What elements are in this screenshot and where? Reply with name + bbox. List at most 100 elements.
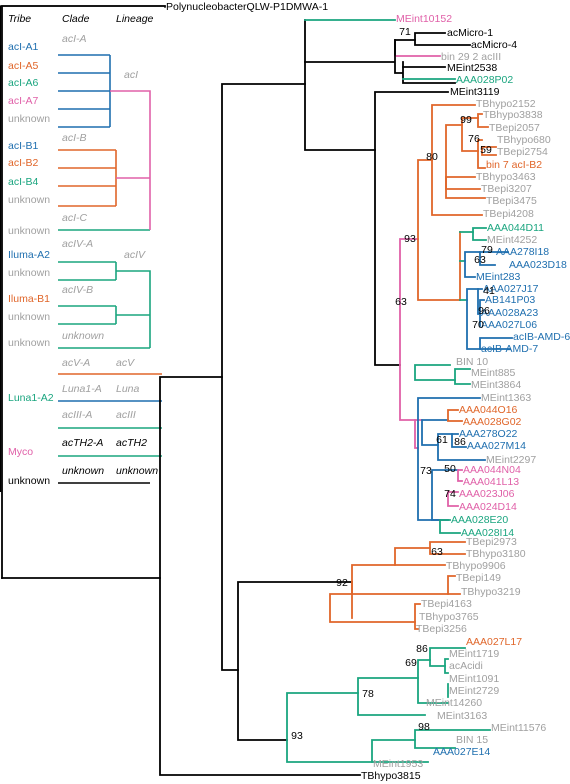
key-tribe: unknown — [8, 225, 50, 237]
key-tribe: acI-A5 — [8, 60, 39, 72]
key-tribe: unknown — [8, 337, 50, 349]
leaf-label: AAA027L17 — [466, 636, 522, 648]
leaf-label: TBepi2973 — [466, 536, 517, 548]
leaf-label: AAA023J06 — [459, 488, 515, 500]
branch-acV-inner — [352, 565, 448, 594]
key-tribe: unknown — [8, 311, 50, 323]
bootstrap-value: 59 — [480, 144, 492, 156]
branch-AAA044N04 — [458, 470, 462, 481]
key-header-lineage: Lineage — [116, 13, 154, 25]
leaf-label: MEint1363 — [481, 392, 531, 404]
legend-key: Tribe Clade Lineage acI-A1 acI-A5 acI-A6… — [0, 6, 165, 492]
leaf-label: AAA041L13 — [463, 476, 519, 488]
leaf-label: AAA044O16 — [459, 404, 518, 416]
branch-BIN10-stem — [415, 365, 455, 380]
leaf-label: TBepi149 — [456, 572, 501, 584]
branch-lower-split — [238, 582, 352, 740]
key-header-tribe: Tribe — [8, 13, 31, 25]
key-clade: unknown — [62, 465, 104, 477]
leaf-label: TBepi4163 — [421, 598, 472, 610]
branch-BIN10 — [455, 369, 470, 384]
leaf-label: TBepi3475 — [486, 195, 537, 207]
leaf-label: MEint11576 — [491, 722, 546, 734]
leaf-label: TBepi3207 — [481, 183, 532, 195]
leaf-label: AAA027E14 — [433, 746, 490, 758]
key-tribe: acI-B4 — [8, 176, 39, 188]
branch-acV-92 — [330, 594, 415, 622]
leaf-label: MEint1719 — [449, 648, 499, 660]
key-tribe: unknown — [8, 113, 50, 125]
bootstrap-value: 70 — [472, 319, 484, 331]
leaf-label: TBhypo3765 — [419, 611, 479, 623]
leaf-label: TBepi3256 — [416, 623, 467, 635]
bootstrap-value: 86 — [416, 643, 428, 655]
key-lineage: unknown — [116, 465, 158, 477]
leaf-label: bin 7 acI-B2 — [486, 159, 542, 171]
key-clade: unknown — [62, 330, 104, 342]
bootstrap-value: 69 — [405, 657, 417, 669]
leaf-label: AAA027L06 — [481, 319, 537, 331]
bootstrap-value: 41 — [483, 285, 495, 297]
key-clade: Luna1-A — [62, 383, 102, 395]
leaf-label: MEint14260 — [426, 697, 482, 709]
branch-acmicro-clade — [305, 40, 455, 83]
leaf-label: acIB-AMD-7 — [481, 343, 538, 355]
key-lineage: acIV — [124, 249, 146, 261]
leaf-label: acMicro-4 — [471, 39, 517, 51]
leaf-label: MEint10152 — [396, 13, 452, 25]
key-tribe: acI-B1 — [8, 140, 39, 152]
key-tribe: unknown — [8, 194, 50, 206]
leaf-label: AAA028P02 — [456, 74, 513, 86]
key-clade: acV-A — [62, 357, 90, 369]
bootstrap-value: 63 — [395, 296, 407, 308]
bootstrap-value: 96 — [478, 305, 490, 317]
leaf-label: TBepi2057 — [489, 122, 540, 134]
leaf-label: acIB-AMD-6 — [513, 331, 570, 343]
key-clade: acTH2-A — [62, 437, 103, 449]
leaf-label: MEint3864 — [471, 379, 521, 391]
branch-acIB-stem — [418, 160, 460, 300]
key-line-acIV-B — [58, 306, 116, 324]
leaf-label: BIN 15 — [456, 734, 488, 746]
leaf-label: MEint3119 — [450, 86, 500, 98]
leaf-label: AAA278O22 — [459, 428, 518, 440]
bootstrap-value: 80 — [426, 151, 438, 163]
branch-MEint1719 — [445, 659, 448, 673]
key-clade: acIII-A — [62, 409, 92, 421]
key-tribe: acI-A7 — [8, 95, 39, 107]
leaf-label: MEint1953 — [373, 758, 423, 770]
key-header-clade: Clade — [62, 13, 90, 25]
branch-acI-pink — [400, 239, 418, 420]
key-lineage: Luna — [116, 383, 140, 395]
key-tribe: Luna1-A2 — [8, 392, 54, 404]
leaf-label: MEint2729 — [449, 685, 499, 697]
bootstrap-value: 63 — [474, 254, 486, 266]
key-clade: acIV-A — [62, 238, 93, 250]
key-lineage: acIII — [116, 409, 136, 421]
leaf-label: TBepi4208 — [483, 208, 534, 220]
leaf-label: MEint885 — [471, 367, 516, 379]
main-split — [160, 377, 360, 775]
bootstrap-value: 50 — [444, 463, 456, 475]
leaf-label: MEint1091 — [449, 673, 499, 685]
key-tribe: Iluma-A2 — [8, 249, 50, 261]
leaf-label: AAA023D18 — [509, 259, 567, 271]
bootstrap-value: 74 — [444, 488, 456, 500]
leaf-label: AAA044N04 — [463, 464, 521, 476]
key-clade: acI-C — [62, 212, 88, 224]
bootstrap-value: 99 — [460, 114, 472, 126]
leaf-label: AAA027M14 — [467, 440, 526, 452]
leaf-label: MEint3163 — [437, 710, 487, 722]
leaf-label: AAA278I18 — [496, 246, 549, 258]
key-line-acI-B — [58, 150, 116, 206]
leaf-label: MEint4252 — [487, 234, 537, 246]
bootstrap-value: 92 — [336, 577, 348, 589]
leaf-label: MEint2538 — [447, 62, 497, 74]
leaf-label: TBhypo9906 — [446, 560, 506, 572]
key-clade: acI-B — [62, 132, 87, 144]
leaf-label: acAcidi — [449, 660, 483, 672]
branch-tb3463 — [446, 177, 480, 189]
key-tribe: Iluma-B1 — [8, 293, 50, 305]
bootstrap-value: 93 — [404, 233, 416, 245]
leaf-label: TBhypo680 — [497, 134, 551, 146]
